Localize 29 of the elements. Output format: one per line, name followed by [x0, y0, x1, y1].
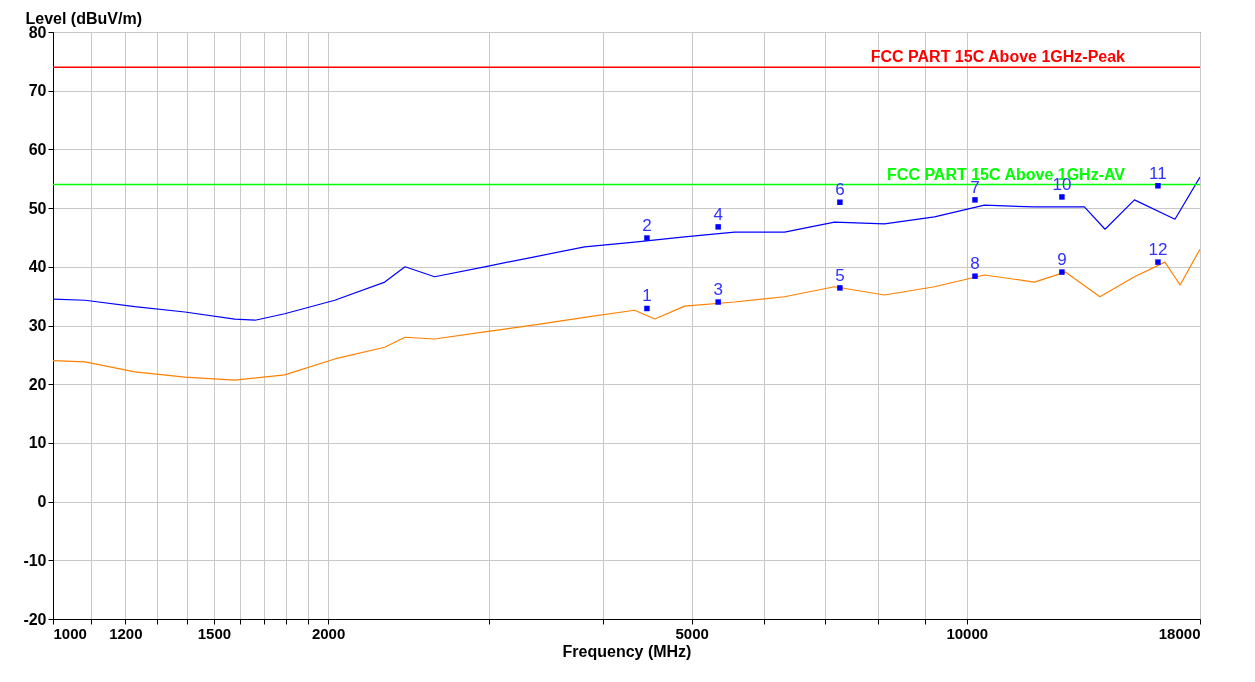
y-tick-label: 20 — [28, 375, 47, 393]
y-tick-label: 30 — [28, 317, 47, 334]
x-tick-label: 10000 — [946, 624, 989, 642]
x-tick-label: 5000 — [675, 624, 709, 642]
x-tick-label: 1200 — [109, 624, 143, 642]
y-tick-label: 60 — [28, 140, 47, 158]
ref-line-label: FCC PART 15C Above 1GHz-Peak — [870, 48, 1126, 66]
annotation: 1 — [642, 286, 652, 306]
x-tick-label: 18000 — [1158, 624, 1201, 642]
y-tick-label: 70 — [28, 82, 47, 100]
annotation: 9 — [1057, 250, 1067, 270]
annotation: 12 — [1148, 240, 1168, 260]
y-tick-label: 10 — [28, 434, 47, 452]
annotation: 4 — [713, 204, 723, 224]
annotation: 6 — [835, 180, 845, 200]
y-tick-label: 40 — [28, 258, 47, 276]
y-tick-label: -10 — [23, 551, 47, 569]
annotation: 11 — [1149, 163, 1167, 183]
annotation: 5 — [835, 265, 845, 285]
y-tick-label: 50 — [28, 199, 47, 217]
y-tick-label: -20 — [23, 610, 47, 628]
y-tick-label: 0 — [37, 493, 47, 511]
x-tick-label: 1500 — [197, 624, 232, 642]
annotation: 8 — [970, 254, 980, 274]
annotation: 2 — [642, 216, 652, 236]
x-tick-label: 1000 — [53, 624, 87, 642]
annotation: 3 — [713, 280, 723, 300]
x-axis-title: Frequency (MHz) — [562, 642, 692, 660]
x-tick-label: 2000 — [311, 624, 346, 642]
